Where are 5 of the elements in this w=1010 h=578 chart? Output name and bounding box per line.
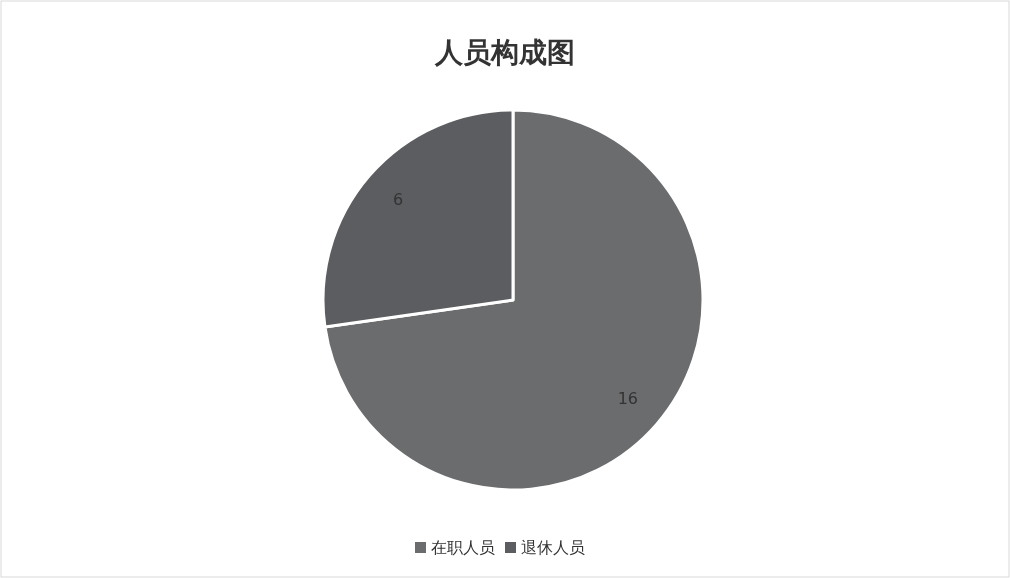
data-label: 16 xyxy=(617,389,639,409)
pie-slice xyxy=(323,108,705,492)
chart-title: 人员构成图 xyxy=(434,36,575,69)
legend-label: 在职人员 xyxy=(431,537,495,557)
legend-label: 退休人员 xyxy=(521,537,585,557)
